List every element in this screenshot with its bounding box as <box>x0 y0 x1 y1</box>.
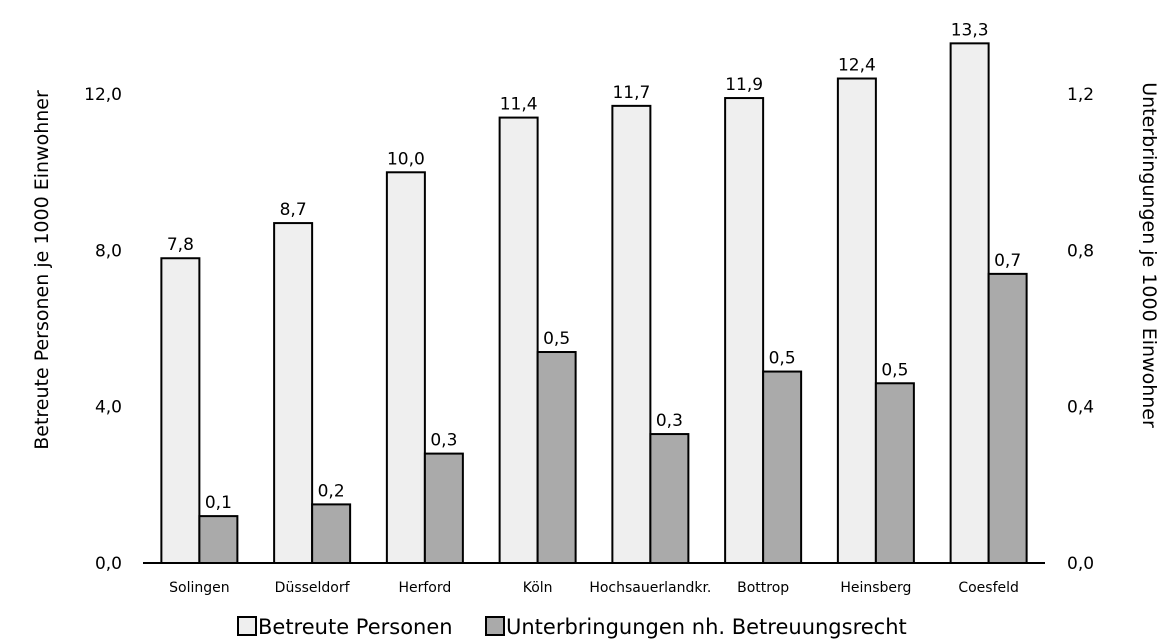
category-labels-group: Solingen Düsseldorf Herford Köln Hochsauerla… <box>169 580 1019 596</box>
data-label-betreute-personen: 10,0 <box>387 149 425 169</box>
category-label: Solingen <box>169 580 229 596</box>
legend-label-unterbringungen: Unterbringungen nh. Betreuungsrecht <box>506 615 907 639</box>
data-label-unterbringungen: 0,5 <box>881 360 908 380</box>
left-tick-label: 0,0 <box>95 554 122 574</box>
category-label: Bottrop <box>737 580 789 596</box>
right-tick-label: 1,2 <box>1067 85 1094 105</box>
data-labels-group: 7,8 0,1 8,7 0,2 10,0 0,3 11,4 0,5 11,7 0,3 11,9 0,5… <box>167 20 1021 513</box>
data-label-betreute-personen: 11,4 <box>500 95 538 115</box>
bar-unterbringungen <box>874 382 915 564</box>
data-label-betreute-personen: 7,8 <box>167 235 194 255</box>
right-axis-title: Unterbringungen je 1000 Einwohner <box>1138 82 1160 428</box>
data-label-unterbringungen: 0,3 <box>430 431 457 451</box>
data-label-betreute-personen: 11,7 <box>612 83 650 103</box>
data-label-unterbringungen: 0,7 <box>994 251 1021 271</box>
bar-betreute-personen <box>498 116 539 564</box>
category-label: Herford <box>398 580 451 596</box>
bar-betreute-personen <box>385 171 426 565</box>
legend: Betreute Personen Unterbringungen nh. Be… <box>237 615 907 639</box>
bar-betreute-personen <box>724 97 765 565</box>
category-label: Düsseldorf <box>275 580 351 596</box>
data-label-unterbringungen: 0,5 <box>543 329 570 349</box>
left-tick-label: 12,0 <box>84 85 122 105</box>
data-label-unterbringungen: 0,5 <box>769 349 796 369</box>
data-label-betreute-personen: 12,4 <box>838 56 876 76</box>
bar-unterbringungen <box>311 503 352 564</box>
bar-unterbringungen <box>198 515 239 564</box>
right-axis-ticks: 0,0 0,4 0,8 1,2 <box>1067 85 1094 574</box>
bar-betreute-personen <box>949 42 990 565</box>
bar-betreute-personen <box>611 104 652 564</box>
right-tick-label: 0,8 <box>1067 241 1094 261</box>
data-label-betreute-personen: 11,9 <box>725 75 763 95</box>
data-label-unterbringungen: 0,1 <box>205 493 232 513</box>
bar-unterbringungen <box>649 433 690 565</box>
data-label-betreute-personen: 8,7 <box>280 200 307 220</box>
category-label: Heinsberg <box>840 580 911 596</box>
legend-label-betreute-personen: Betreute Personen <box>258 615 453 639</box>
bar-unterbringungen <box>536 351 577 564</box>
right-tick-label: 0,0 <box>1067 554 1094 574</box>
bar-betreute-personen <box>836 77 877 564</box>
bars-group <box>160 42 1028 565</box>
category-label: Coesfeld <box>958 580 1019 596</box>
left-tick-label: 8,0 <box>95 241 122 261</box>
bar-unterbringungen <box>423 452 464 565</box>
data-label-unterbringungen: 0,2 <box>318 481 345 501</box>
bar-unterbringungen <box>762 370 803 564</box>
data-label-unterbringungen: 0,3 <box>656 411 683 431</box>
left-axis-ticks: 0,0 4,0 8,0 12,0 <box>84 85 122 574</box>
right-tick-label: 0,4 <box>1067 398 1094 418</box>
bar-unterbringungen <box>987 272 1028 564</box>
data-label-betreute-personen: 13,3 <box>951 20 989 40</box>
bar-betreute-personen <box>160 257 201 564</box>
left-axis-title: Betreute Personen je 1000 Einwohner <box>31 90 53 450</box>
legend-swatch-betreute-personen <box>237 616 257 636</box>
legend-swatch-unterbringungen <box>485 616 505 636</box>
bar-betreute-personen <box>273 222 314 564</box>
category-label: Köln <box>523 580 553 596</box>
category-label: Hochsauerlandkr. <box>589 580 711 596</box>
left-tick-label: 4,0 <box>95 398 122 418</box>
